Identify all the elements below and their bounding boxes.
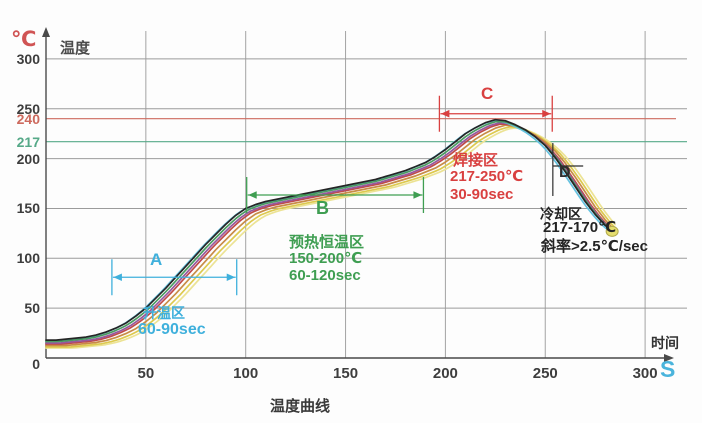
preheat-zone-temp: 150-200℃ — [289, 250, 363, 267]
reference-line-label: 217 — [16, 133, 40, 150]
y-tick-label: 300 — [16, 50, 40, 67]
zone-d-label: D — [559, 164, 571, 181]
preheat-zone-duration: 60-120sec — [289, 267, 361, 284]
zone-b-label: B — [316, 198, 329, 218]
y-axis-title: 温度 — [60, 40, 91, 57]
reflow-zone-name: 焊接区 — [453, 152, 499, 169]
x-tick-label: 200 — [432, 365, 458, 382]
preheat-zone-name: 预热恒温区 — [289, 234, 365, 251]
zone-c-label: C — [481, 84, 494, 103]
curve-end-marker — [605, 225, 619, 237]
reflow-zone-duration: 30-90sec — [450, 186, 514, 203]
y-tick-label: 100 — [16, 250, 40, 267]
cooling-zone-slope: 斜率>2.5℃/sec — [541, 238, 648, 255]
x-axis-title: 时间 — [651, 335, 679, 351]
arrowhead — [42, 27, 50, 37]
reference-line-label: 240 — [16, 110, 40, 127]
arrowhead — [113, 273, 122, 282]
y-tick-label: 200 — [16, 150, 40, 167]
y-tick-label: 150 — [16, 200, 40, 217]
y-tick-label: 250 — [16, 100, 40, 117]
zone-a-label: A — [150, 250, 163, 269]
curve-black — [45, 118, 616, 341]
cooling-zone-temp: 217-170℃ — [543, 219, 617, 236]
y-axis-unit: ℃ — [11, 28, 37, 51]
arrowhead — [413, 191, 422, 199]
arrowhead — [248, 191, 257, 199]
y-tick-label: 50 — [24, 300, 40, 317]
x-tick-label: 100 — [233, 365, 259, 382]
cooling-zone-name: 冷却区 — [540, 206, 582, 222]
x-tick-label: 50 — [137, 365, 155, 382]
reflow-zone-temp: 217-250℃ — [450, 168, 524, 185]
x-axis-unit: S — [660, 356, 676, 382]
chart-title: 温度曲线 — [269, 398, 330, 415]
arrowhead — [542, 109, 551, 118]
x-tick-label: 250 — [532, 365, 558, 382]
arrowhead — [226, 273, 236, 282]
x-tick-label: 300 — [632, 365, 658, 382]
y-tick-label: 0 — [32, 356, 40, 372]
ramp-zone-name: 升温区 — [143, 305, 185, 321]
x-tick-label: 150 — [333, 365, 359, 382]
arrowhead — [664, 354, 674, 362]
arrowhead — [440, 109, 450, 118]
ramp-zone-duration: 60-90sec — [138, 321, 206, 338]
